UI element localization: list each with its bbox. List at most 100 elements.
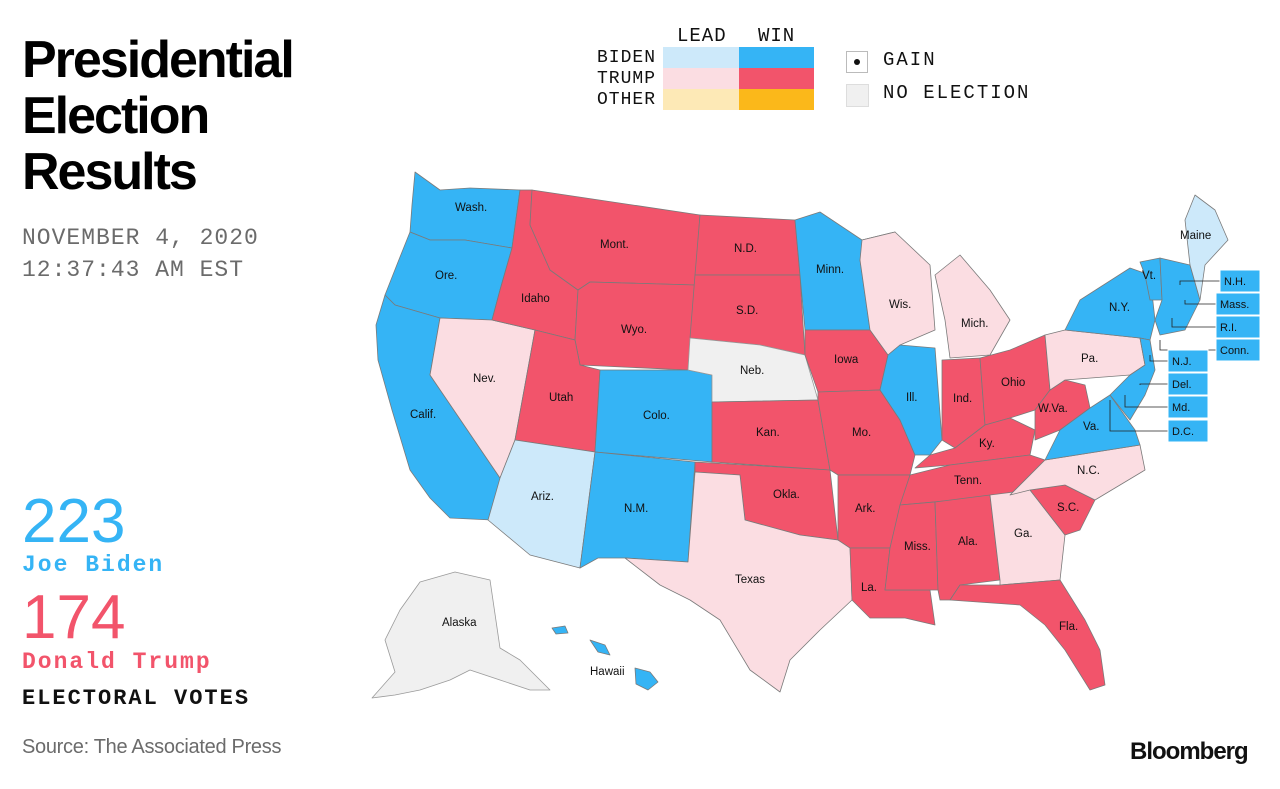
label-la: La. xyxy=(861,582,877,594)
label-neb: Neb. xyxy=(740,365,764,377)
callout-leader-line xyxy=(1179,280,1220,285)
callout-leader-line xyxy=(1139,383,1168,385)
callout-box[interactable] xyxy=(1215,338,1261,362)
state-mississippi[interactable] xyxy=(884,501,939,591)
callout-label: Del. xyxy=(1172,379,1192,391)
state-texas[interactable] xyxy=(624,471,853,693)
callout-box[interactable] xyxy=(1167,372,1209,396)
label-ind: Ind. xyxy=(953,393,972,405)
label-ariz: Ariz. xyxy=(531,491,554,503)
swatch-biden-lead xyxy=(663,47,739,68)
label-mo: Mo. xyxy=(852,427,871,439)
state-hawaii[interactable] xyxy=(634,667,659,691)
label-mich: Mich. xyxy=(961,318,988,330)
callout-leader-line xyxy=(1149,355,1168,362)
label-idaho: Idaho xyxy=(521,293,550,305)
timestamp: NOVEMBER 4, 2020 12:37:43 AM EST xyxy=(22,222,259,286)
label-utah: Utah xyxy=(549,392,573,404)
state-vermont[interactable] xyxy=(1139,257,1163,301)
trump-votes: 174 xyxy=(22,583,126,652)
swatch-trump-win xyxy=(739,68,814,89)
label-tenn: Tenn. xyxy=(954,475,982,487)
no-election-swatch xyxy=(846,84,869,107)
callout-label: N.J. xyxy=(1172,356,1192,368)
callout-box[interactable] xyxy=(1167,395,1209,419)
bloomberg-logo: Bloomberg xyxy=(1130,738,1249,765)
swatch-trump-lead xyxy=(663,68,739,89)
label-alaska: Alaska xyxy=(442,617,477,629)
state-hawaii-islands[interactable] xyxy=(589,639,611,656)
state-florida[interactable] xyxy=(949,579,1106,691)
label-mont: Mont. xyxy=(600,239,629,251)
source-note: Source: The Associated Press xyxy=(22,736,282,758)
label-okla: Okla. xyxy=(773,489,800,501)
label-colo: Colo. xyxy=(643,410,670,422)
callout-box[interactable] xyxy=(1215,292,1261,316)
label-pa: Pa. xyxy=(1081,353,1098,365)
callout-leader-line xyxy=(1171,318,1216,328)
state-michigan[interactable] xyxy=(934,254,1011,359)
legend-lead-header: LEAD xyxy=(677,25,727,47)
label-miss: Miss. xyxy=(904,541,931,553)
label-wyo: Wyo. xyxy=(621,324,647,336)
label-ala: Ala. xyxy=(958,536,978,548)
legend-win-header: WIN xyxy=(758,25,796,47)
label-minn: Minn. xyxy=(816,264,844,276)
callout-label: D.C. xyxy=(1172,426,1194,438)
label-wash: Wash. xyxy=(455,202,487,214)
callout-leader-line xyxy=(1124,395,1168,408)
callout-leader-line xyxy=(1159,340,1216,351)
label-nev: Nev. xyxy=(473,373,496,385)
state-alaska[interactable] xyxy=(371,571,551,699)
callout-leader-line xyxy=(1184,300,1216,305)
time-line: 12:37:43 AM EST xyxy=(22,257,245,283)
callout-label: Md. xyxy=(1172,402,1190,414)
label-sd: S.D. xyxy=(736,305,758,317)
state-hawaii-islands[interactable] xyxy=(551,625,569,635)
biden-name: Joe Biden xyxy=(22,552,165,578)
state-mid-atlantic[interactable] xyxy=(1109,337,1156,421)
callout-label: Conn. xyxy=(1220,345,1249,357)
label-va: Va. xyxy=(1083,421,1099,433)
state-maine[interactable] xyxy=(1184,194,1229,301)
callout-box[interactable] xyxy=(1167,419,1209,443)
legend-row-biden: BIDEN xyxy=(597,48,657,68)
label-ga: Ga. xyxy=(1014,528,1033,540)
swatch-other-lead xyxy=(663,89,739,110)
label-ill: Ill. xyxy=(906,392,918,404)
label-nc: N.C. xyxy=(1077,465,1100,477)
page-title: Presidential Election Results xyxy=(22,31,295,201)
label-ark: Ark. xyxy=(855,503,875,515)
electoral-votes-label: ELECTORAL VOTES xyxy=(22,686,251,711)
legend-no-election-label: NO ELECTION xyxy=(883,82,1031,104)
callout-box[interactable] xyxy=(1215,315,1261,339)
callout-label: Mass. xyxy=(1220,299,1249,311)
legend-row-other: OTHER xyxy=(597,90,657,110)
callout-box[interactable] xyxy=(1167,349,1209,373)
biden-votes: 223 xyxy=(22,487,126,556)
label-texas: Texas xyxy=(735,574,765,586)
label-ore: Ore. xyxy=(435,270,457,282)
label-nm: N.M. xyxy=(624,503,648,515)
label-iowa: Iowa xyxy=(834,354,859,366)
trump-name: Donald Trump xyxy=(22,649,212,675)
legend-row-trump: TRUMP xyxy=(597,69,657,89)
title-line-3: Results xyxy=(22,143,198,201)
label-wva: W.Va. xyxy=(1038,403,1068,415)
title-line-2: Election xyxy=(22,87,210,145)
label-wis: Wis. xyxy=(889,299,911,311)
label-nd: N.D. xyxy=(734,243,757,255)
label-ky: Ky. xyxy=(979,438,995,450)
label-ny: N.Y. xyxy=(1109,302,1130,314)
title-line-1: Presidential xyxy=(22,31,295,89)
callout-box[interactable] xyxy=(1219,269,1261,293)
label-vt: Vt. xyxy=(1142,270,1156,282)
legend-gain-label: GAIN xyxy=(883,49,937,71)
gain-marker-icon xyxy=(846,51,868,73)
label-maine: Maine xyxy=(1180,230,1211,242)
label-hawaii: Hawaii xyxy=(590,666,625,678)
label-calif: Calif. xyxy=(410,409,436,421)
label-sc: S.C. xyxy=(1057,502,1079,514)
callout-leader-line xyxy=(1109,400,1168,432)
label-kan: Kan. xyxy=(756,427,780,439)
